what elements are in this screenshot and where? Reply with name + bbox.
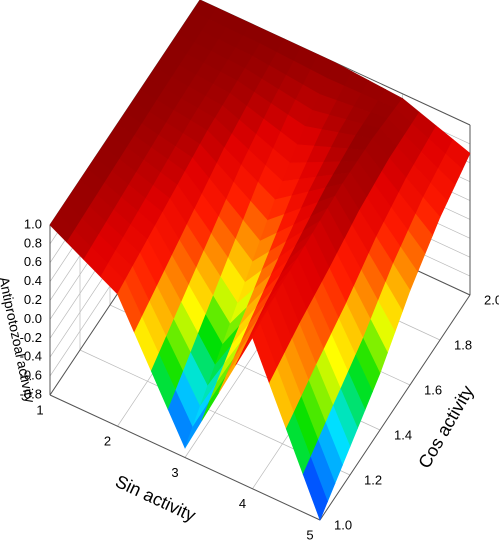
- z-tick-label: 0.4: [24, 273, 42, 288]
- x-axis-title: Sin activity: [112, 471, 198, 525]
- y-tick-label: 1.6: [424, 382, 442, 397]
- y-tick-label: 1.2: [364, 472, 382, 487]
- x-tick-label: 4: [239, 496, 246, 511]
- z-tick-label: -0.4: [20, 349, 42, 364]
- box-edge: [49, 394, 321, 521]
- y-tick-label: 1.8: [454, 337, 472, 352]
- y-tick-label: 1.4: [394, 427, 412, 442]
- z-tick-label: 0.8: [24, 235, 42, 250]
- z-tick-label: 0.0: [24, 311, 42, 326]
- surface-patch: [302, 456, 328, 521]
- x-tick-label: 3: [171, 465, 178, 480]
- z-tick-label: 0.6: [24, 254, 42, 269]
- x-tick-label: 5: [306, 527, 313, 542]
- z-tick-label: 0.2: [24, 292, 42, 307]
- box-edge: [319, 294, 471, 521]
- x-tick-label: 1: [36, 402, 43, 417]
- z-tick-label: 1.0: [24, 216, 42, 231]
- z-tick-label: -0.8: [20, 386, 42, 401]
- x-tick-label: 2: [104, 434, 111, 449]
- y-tick-label: 1.0: [334, 517, 352, 532]
- z-tick-label: -0.2: [20, 330, 42, 345]
- z-tick-label: -0.6: [20, 368, 42, 383]
- y-tick-label: 2.0: [484, 292, 499, 307]
